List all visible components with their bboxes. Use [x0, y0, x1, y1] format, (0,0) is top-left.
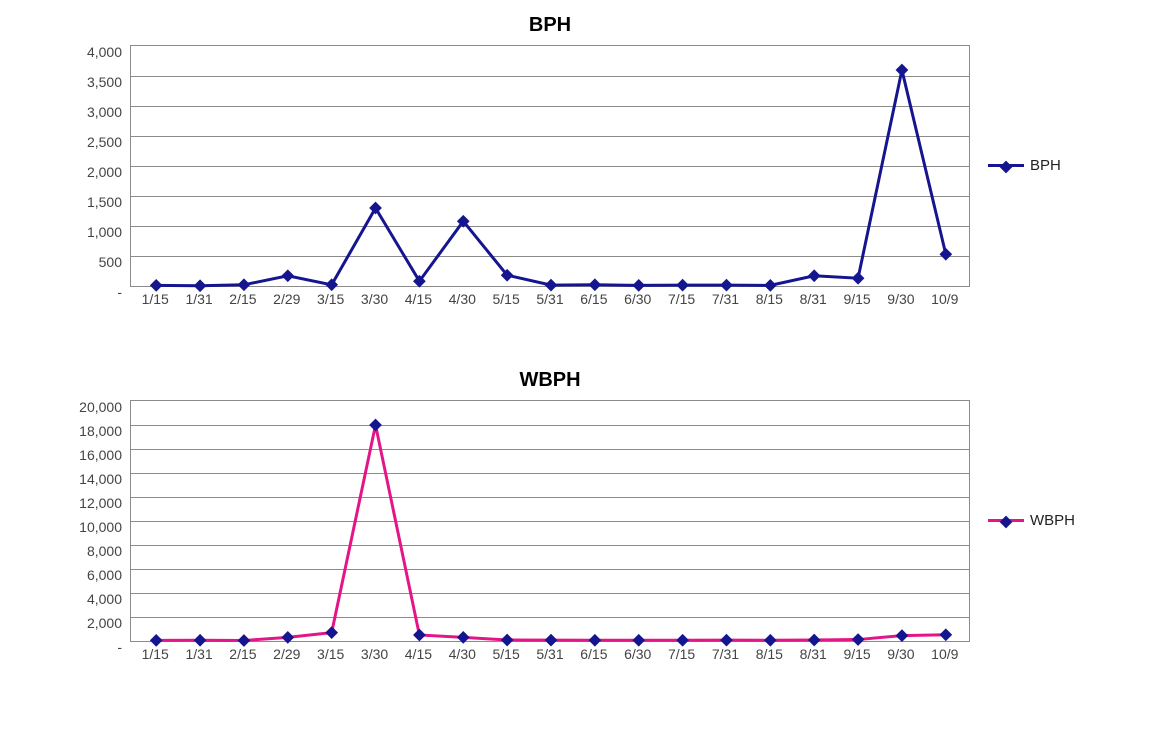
- bph-legend: BPH: [970, 45, 1061, 285]
- bph-series-marker: [808, 269, 821, 282]
- wbph-x-tick-label: 4/15: [405, 646, 432, 662]
- bph-plot-area: [130, 45, 970, 287]
- wbph-series-marker: [369, 419, 382, 432]
- wbph-series-svg: [131, 401, 971, 641]
- wbph-series-marker: [325, 626, 338, 639]
- wbph-x-tick-label: 5/31: [536, 646, 563, 662]
- wbph-x-tick-label: 4/30: [449, 646, 476, 662]
- wbph-series-line: [156, 425, 946, 641]
- bph-x-tick-label: 9/30: [887, 291, 914, 307]
- wbph-x-tick-label: 6/15: [580, 646, 607, 662]
- bph-series-marker: [281, 269, 294, 282]
- bph-x-tick-label: 6/15: [580, 291, 607, 307]
- bph-x-tick-label: 7/31: [712, 291, 739, 307]
- wbph-plot-area: [130, 400, 970, 642]
- bph-x-tick-label: 5/31: [536, 291, 563, 307]
- wbph-x-tick-label: 2/15: [229, 646, 256, 662]
- wbph-x-tick-label: 3/15: [317, 646, 344, 662]
- bph-x-tick-label: 3/15: [317, 291, 344, 307]
- bph-series-marker: [939, 248, 952, 261]
- wbph-series-marker: [896, 629, 909, 642]
- wbph-series-marker: [413, 629, 426, 642]
- wbph-x-tick-label: 7/15: [668, 646, 695, 662]
- wbph-legend-label: WBPH: [1030, 512, 1075, 529]
- bph-x-tick-label: 4/30: [449, 291, 476, 307]
- bph-x-tick-label: 1/15: [142, 291, 169, 307]
- bph-x-tick-label: 9/15: [843, 291, 870, 307]
- bph-series-svg: [131, 46, 971, 286]
- wbph-x-tick-label: 8/31: [800, 646, 827, 662]
- bph-x-tick-label: 4/15: [405, 291, 432, 307]
- bph-x-tick-label: 2/15: [229, 291, 256, 307]
- wbph-chart: WBPH20,00018,00016,00014,00012,00010,000…: [60, 369, 1137, 666]
- bph-x-tick-label: 10/9: [931, 291, 958, 307]
- wbph-x-tick-label: 2/29: [273, 646, 300, 662]
- bph-chart-title: BPH: [130, 14, 970, 37]
- wbph-series-marker: [939, 628, 952, 641]
- wbph-x-tick-label: 1/15: [142, 646, 169, 662]
- wbph-chart-title: WBPH: [130, 369, 970, 392]
- bph-x-tick-label: 8/31: [800, 291, 827, 307]
- bph-series-line: [156, 70, 946, 286]
- bph-y-axis: 4,0003,5003,0002,5002,0001,5001,000500-: [60, 45, 130, 285]
- bph-x-tick-label: 7/15: [668, 291, 695, 307]
- bph-x-tick-label: 2/29: [273, 291, 300, 307]
- bph-x-axis: 1/15 1/31 2/15 2/29 3/15 3/30 4/15 4/30 5/15 5/31…: [130, 287, 970, 311]
- wbph-x-tick-label: 8/15: [756, 646, 783, 662]
- bph-series-marker: [896, 64, 909, 77]
- wbph-y-axis: 20,00018,00016,00014,00012,00010,0008,00…: [60, 400, 130, 640]
- wbph-x-tick-label: 6/30: [624, 646, 651, 662]
- wbph-x-tick-label: 7/31: [712, 646, 739, 662]
- wbph-legend-marker: [1000, 515, 1013, 528]
- bph-chart: BPH4,0003,5003,0002,5002,0001,5001,00050…: [60, 14, 1137, 311]
- bph-legend-label: BPH: [1030, 157, 1061, 174]
- wbph-x-tick-label: 9/15: [843, 646, 870, 662]
- wbph-x-tick-label: 5/15: [493, 646, 520, 662]
- bph-x-tick-label: 1/31: [185, 291, 212, 307]
- wbph-x-axis: 1/15 1/31 2/15 2/29 3/15 3/30 4/15 4/30 5/15 5/31…: [130, 642, 970, 666]
- wbph-x-tick-label: 1/31: [185, 646, 212, 662]
- wbph-x-tick-label: 10/9: [931, 646, 958, 662]
- bph-x-tick-label: 3/30: [361, 291, 388, 307]
- wbph-legend: WBPH: [970, 400, 1075, 640]
- wbph-x-tick-label: 3/30: [361, 646, 388, 662]
- wbph-chart-body: 20,00018,00016,00014,00012,00010,0008,00…: [60, 400, 1137, 666]
- bph-x-tick-label: 8/15: [756, 291, 783, 307]
- bph-series-marker: [852, 272, 865, 285]
- bph-legend-line: [988, 164, 1024, 167]
- bph-x-tick-label: 6/30: [624, 291, 651, 307]
- wbph-x-tick-label: 9/30: [887, 646, 914, 662]
- bph-chart-body: 4,0003,5003,0002,5002,0001,5001,000500-1…: [60, 45, 1137, 311]
- bph-x-tick-label: 5/15: [493, 291, 520, 307]
- bph-series-marker: [369, 202, 382, 215]
- bph-plot-wrap: 1/15 1/31 2/15 2/29 3/15 3/30 4/15 4/30 5/15 5/31…: [130, 45, 970, 311]
- wbph-plot-wrap: 1/15 1/31 2/15 2/29 3/15 3/30 4/15 4/30 5/15 5/31…: [130, 400, 970, 666]
- bph-legend-marker: [1000, 160, 1013, 173]
- wbph-legend-line: [988, 519, 1024, 522]
